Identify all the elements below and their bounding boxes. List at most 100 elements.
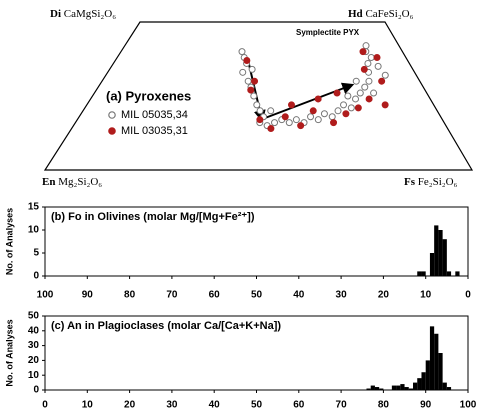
x-tick-label: 90 <box>82 290 94 301</box>
data-point <box>356 89 364 97</box>
y-tick-label: 10 <box>28 225 40 236</box>
histogram-bar <box>429 326 435 390</box>
data-point <box>347 104 355 112</box>
data-point <box>333 89 341 97</box>
x-tick-label: 50 <box>251 290 263 301</box>
data-point <box>256 116 264 124</box>
data-point <box>365 77 373 85</box>
histogram-bar <box>417 271 422 276</box>
data-point <box>367 54 375 62</box>
data-point <box>281 113 289 121</box>
x-tick-label: 100 <box>460 400 477 411</box>
legend-marker <box>108 127 116 135</box>
x-tick-label: 100 <box>37 290 54 301</box>
data-point <box>307 113 315 121</box>
x-tick-label: 30 <box>166 400 178 411</box>
y-tick-label: 0 <box>33 271 39 282</box>
data-point <box>373 54 381 62</box>
y-tick-label: 30 <box>28 340 40 351</box>
histogram-bar <box>446 271 452 276</box>
data-point <box>374 62 382 70</box>
y-tick-label: 20 <box>28 355 40 366</box>
data-point <box>361 83 369 91</box>
histogram-bar <box>425 360 430 390</box>
data-point <box>250 92 258 100</box>
data-point <box>378 77 386 85</box>
x-tick-label: 20 <box>124 400 136 411</box>
data-point <box>381 71 389 79</box>
data-point <box>267 125 275 133</box>
x-tick-label: 40 <box>293 290 305 301</box>
histogram-bar <box>438 353 443 390</box>
y-tick-label: 50 <box>28 311 40 322</box>
data-point <box>297 122 305 130</box>
histogram-bar <box>442 239 447 276</box>
y-tick-label: 10 <box>28 370 40 381</box>
x-tick-label: 0 <box>42 400 48 411</box>
data-point <box>381 101 389 109</box>
panel-title: (c) An in Plagioclases (molar Ca/[Ca+K+N… <box>51 320 281 332</box>
data-point <box>285 119 293 127</box>
y-tick-label: 5 <box>33 248 39 259</box>
data-point <box>253 101 261 109</box>
histogram-bar <box>421 271 426 276</box>
data-point <box>238 48 246 56</box>
data-point <box>248 65 256 73</box>
x-tick-label: 90 <box>420 400 432 411</box>
histogram-bar <box>370 385 375 390</box>
histogram-bar <box>413 382 418 390</box>
x-tick-label: 50 <box>251 400 263 411</box>
pyroxene-panel: MIL 05035,34 MIL 03035,31 <box>108 42 389 137</box>
y-tick-label: 15 <box>28 202 40 213</box>
histogram-bar <box>400 384 405 390</box>
data-point <box>314 116 322 124</box>
histogram-bar <box>404 387 409 390</box>
histogram-bar <box>434 225 439 276</box>
histogram-bar <box>446 387 452 390</box>
data-point <box>359 48 367 56</box>
x-tick-label: 60 <box>293 400 305 411</box>
data-point <box>287 101 295 109</box>
x-tick-label: 70 <box>166 290 178 301</box>
data-point <box>354 104 362 112</box>
data-point <box>267 107 275 115</box>
data-point <box>365 95 373 103</box>
y-tick-label: 0 <box>33 385 39 396</box>
x-tick-label: 80 <box>124 290 136 301</box>
data-point <box>320 110 328 118</box>
histogram-bar <box>408 388 414 390</box>
histogram-bar <box>417 378 422 390</box>
annotation: Symplectite PYX <box>296 28 360 37</box>
data-point <box>344 92 352 100</box>
plagioclase-panel: 0 10 20 30 40 50 0 10 20 30 40 50 60 70 80 90 100 (c) An … <box>4 311 476 411</box>
histogram-bar <box>455 271 460 276</box>
x-tick-label: 10 <box>420 290 432 301</box>
data-point <box>244 77 252 85</box>
data-point <box>352 77 360 85</box>
x-tick-label: 40 <box>209 400 221 411</box>
data-point <box>328 113 336 121</box>
legend-label: MIL 05035,34 <box>121 109 188 121</box>
histogram-bar <box>366 388 371 390</box>
data-point <box>247 86 255 94</box>
histogram-bar <box>421 372 426 390</box>
data-point <box>340 101 348 109</box>
data-point <box>334 107 342 115</box>
legend-label: MIL 03035,31 <box>121 125 188 137</box>
histogram-bar <box>429 253 435 276</box>
x-tick-label: 60 <box>209 290 221 301</box>
data-point <box>292 116 300 124</box>
histogram-bar <box>396 385 401 390</box>
y-axis-label: No. of Analyses <box>4 319 14 386</box>
panel-title: (b) Fo in Olivines (molar Mg/[Mg+Fe²⁺]) <box>51 211 255 223</box>
histogram-bar <box>438 230 443 276</box>
histogram-bar <box>374 387 380 390</box>
data-point <box>251 77 259 85</box>
y-axis-label: No. of Analyses <box>4 208 14 275</box>
data-point <box>309 107 317 115</box>
histogram-bar <box>442 382 447 390</box>
data-point <box>271 119 279 127</box>
x-tick-label: 80 <box>378 400 390 411</box>
